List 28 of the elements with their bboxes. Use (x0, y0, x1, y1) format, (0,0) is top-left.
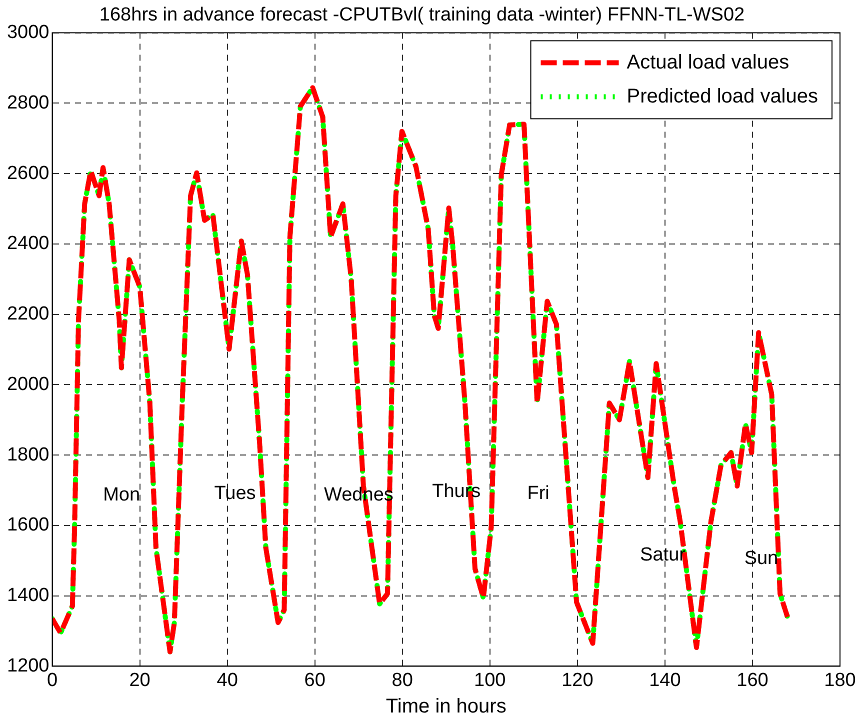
annotation: Fri (527, 483, 550, 504)
annotation: Mon (103, 484, 140, 506)
x-tick-label: 140 (649, 670, 681, 691)
y-tick-label: 2400 (6, 233, 50, 254)
x-tick-label: 20 (129, 670, 150, 691)
y-tick-label: 2800 (6, 92, 50, 114)
legend-label: Actual load values (626, 51, 790, 74)
y-tick-label: 1400 (6, 585, 50, 606)
x-tick-label: 120 (562, 670, 594, 691)
x-tick-label: 100 (474, 670, 506, 691)
y-tick-label: 1200 (6, 655, 50, 676)
x-tick-label: 40 (216, 670, 238, 691)
y-tick-label: 3000 (6, 22, 50, 44)
y-tick-label: 2200 (6, 304, 50, 325)
y-tick-label: 1600 (6, 514, 50, 536)
x-tick-label: 60 (304, 670, 326, 691)
x-tick-label: 0 (46, 670, 58, 691)
x-axis-title: Time in hours (386, 696, 506, 718)
x-tick-label: 180 (824, 670, 856, 691)
x-tick-label: 160 (736, 670, 768, 691)
legend-label: Predicted load values (626, 85, 818, 108)
annotation: Sun (744, 548, 778, 569)
y-tick-label: 2000 (6, 374, 50, 395)
annotation: Tues (214, 483, 256, 504)
chart-title: 168hrs in advance forecast -CPUTBvl( training data -winter) FFNN-TL-WS02 (99, 4, 745, 26)
y-tick-label: 1800 (6, 444, 50, 466)
y-tick-label: 2600 (6, 162, 50, 184)
x-tick-label: 80 (392, 670, 413, 691)
